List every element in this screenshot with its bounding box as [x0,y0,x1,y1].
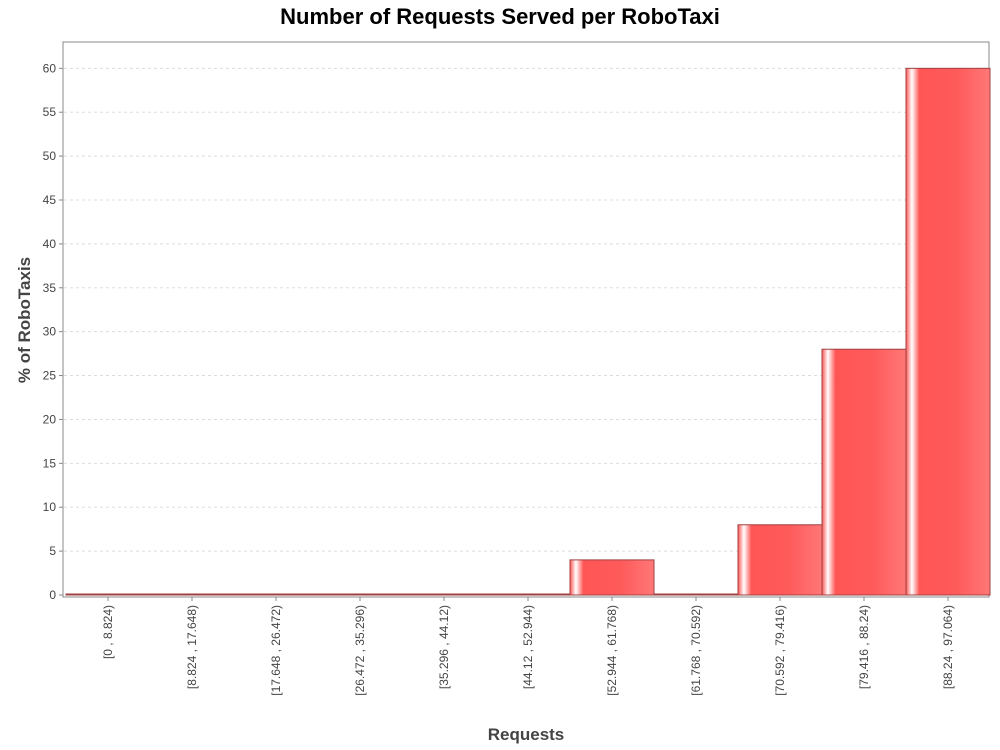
bar [149,593,235,596]
x-axis-title: Requests [488,725,565,744]
y-tick-label: 15 [43,456,57,470]
x-tick-label: [70.592 , 79.416) [773,605,787,696]
bar [65,593,151,596]
x-tick-label: [17.648 , 26.472) [269,605,283,696]
bar [737,524,823,596]
x-tick-label: [35.296 , 44.12) [437,605,451,689]
y-tick-label: 30 [43,325,57,339]
bar [401,593,487,596]
y-tick-label: 50 [43,149,57,163]
y-tick-label: 5 [49,544,56,558]
chart-title: Number of Requests Served per RoboTaxi [280,4,720,29]
x-tick-label: [79.416 , 88.24) [857,605,871,689]
y-tick-label: 20 [43,412,57,426]
bar [485,593,571,596]
y-axis-title: % of RoboTaxis [15,257,34,383]
bar [317,593,403,596]
bars [65,67,991,596]
x-axis-ticks: [0 , 8.824) [8.824 , 17.648) [17.648 , 26.… [101,597,955,696]
y-tick-label: 25 [43,369,57,383]
bar [905,67,991,596]
y-axis-ticks: 0 5 10 15 20 25 30 35 40 45 50 55 60 [43,61,63,602]
x-tick-label: [52.944 , 61.768) [605,605,619,696]
y-tick-label: 55 [43,105,57,119]
y-tick-label: 10 [43,500,57,514]
bar [569,559,655,596]
y-tick-label: 40 [43,237,57,251]
bar [821,348,907,596]
y-tick-label: 35 [43,281,57,295]
x-tick-label: [26.472 , 35.296) [353,605,367,696]
y-tick-label: 0 [49,588,56,602]
bar [653,593,739,596]
x-tick-label: [88.24 , 97.064) [941,605,955,689]
x-tick-label: [44.12 , 52.944) [521,605,535,689]
y-tick-label: 45 [43,193,57,207]
bar [233,593,319,596]
x-tick-label: [61.768 , 70.592) [689,605,703,696]
y-tick-label: 60 [43,61,57,75]
x-tick-label: [8.824 , 17.648) [185,605,199,689]
x-tick-label: [0 , 8.824) [101,605,115,659]
